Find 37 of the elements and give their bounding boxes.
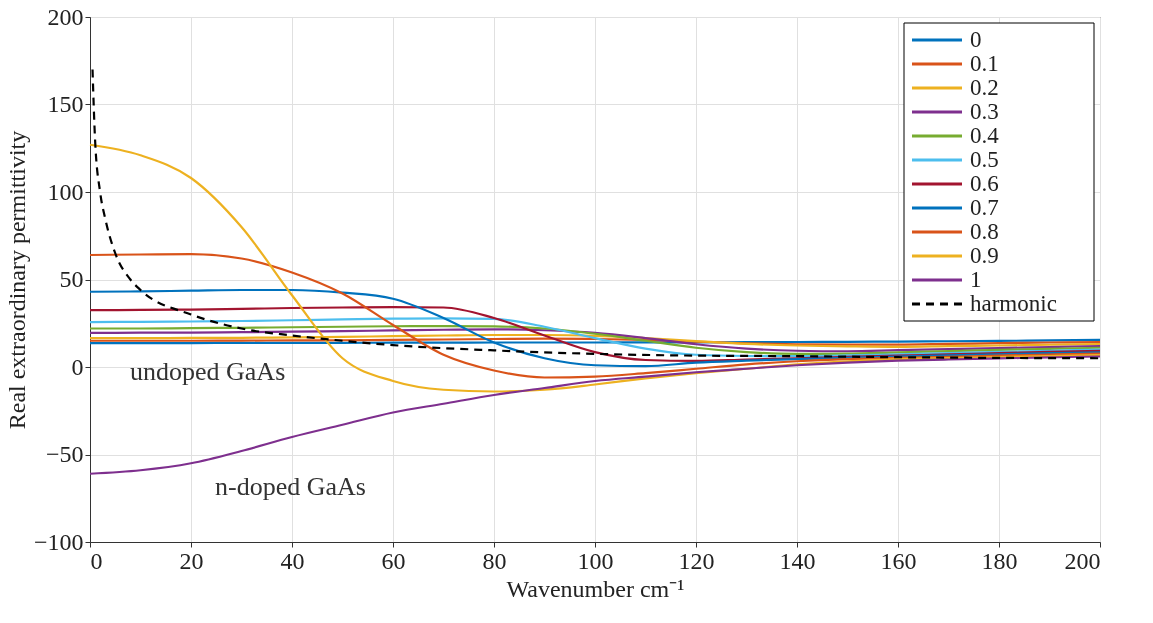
legend-label: harmonic [970,291,1057,316]
legend-label: 0.7 [970,195,999,220]
y-tick-label: 150 [47,91,84,117]
x-axis-title: Wavenumber cm⁻¹ [506,575,685,602]
y-tick-label: −100 [33,528,84,555]
x-tick-label: 100 [577,547,614,574]
x-tick-label: 20 [179,547,204,574]
x-tick-label: 40 [280,547,305,574]
y-tick-label: 200 [47,3,84,30]
legend-label: 0.5 [970,147,999,172]
legend-label: 1 [970,267,982,292]
x-tick-label: 80 [482,547,507,574]
y-tick-label: 0 [71,353,84,380]
x-tick-label: 180 [981,547,1018,574]
legend-label: 0.2 [970,75,999,100]
y-tick-label: −50 [45,441,84,467]
annotation: n-doped GaAs [215,472,366,501]
y-tick-label: 50 [59,266,84,292]
x-tick-label: 120 [678,547,715,574]
legend-label: 0.9 [970,243,999,268]
line-series [88,143,1102,393]
legend-label: 0.1 [970,51,999,76]
legend-label: 0 [970,27,982,52]
line-series [88,317,1102,358]
line-series [88,355,1102,475]
legend-label: 0.6 [970,171,999,196]
x-tick-label: 0 [90,547,103,574]
legend-label: 0.3 [970,99,999,124]
x-tick-label: 140 [779,547,816,574]
y-tick-label: 100 [47,178,84,205]
annotation: undoped GaAs [130,357,286,386]
x-tick-label: 160 [880,547,917,574]
x-tick-label: 200 [1064,547,1101,574]
x-tick-label: 60 [381,547,406,574]
legend-label: 0.4 [970,123,1000,148]
y-axis-title: Real extraordinary permittivity [3,130,30,430]
legend-label: 0.8 [970,219,999,244]
